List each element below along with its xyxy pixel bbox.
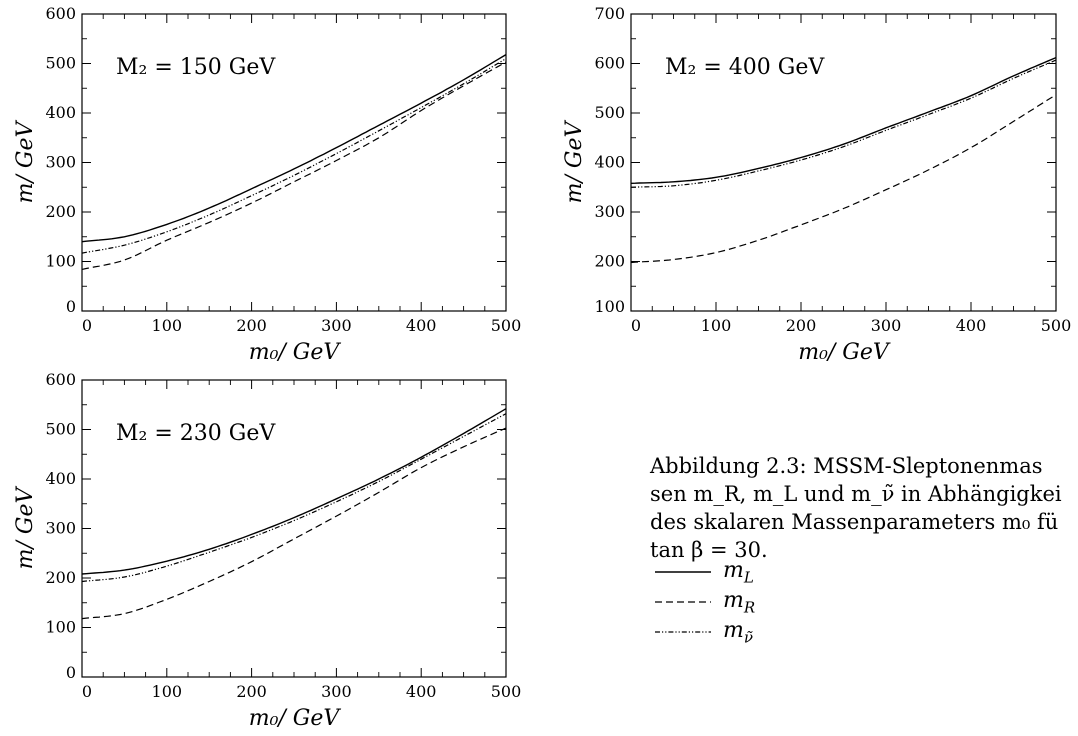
y-tick-label: 200: [45, 568, 76, 587]
legend-label-mR: mR: [723, 588, 756, 617]
y-tick-label: 600: [45, 370, 76, 389]
y-tick-label: 500: [45, 54, 76, 73]
y-tick-label: 600: [45, 4, 76, 23]
series-line-dashdot: [630, 59, 1057, 188]
legend-item-msnu: mν̃: [655, 618, 855, 648]
series-line-dashed: [81, 61, 507, 270]
series-line-dashed: [630, 94, 1057, 264]
y-tick-label: 0: [66, 663, 76, 682]
x-tick-label: 100: [152, 316, 183, 335]
x-tick-label: 400: [406, 682, 437, 701]
series-line-dashed: [81, 427, 507, 620]
y-axis-label: m/ GeV: [13, 120, 38, 204]
y-tick-label: 100: [594, 297, 625, 316]
x-tick-label: 200: [236, 682, 267, 701]
chart-panel-2: 0 100 200 300 400 500 100 200 300 400 500 600 700 m₀/…: [562, 4, 1071, 365]
x-tick-label: 300: [871, 316, 902, 335]
y-tick-label: 300: [594, 202, 625, 221]
x-tick-label: 300: [321, 316, 352, 335]
legend: mL mR mν̃: [655, 558, 855, 648]
series-line-solid: [81, 408, 507, 575]
x-tick-label: 500: [491, 316, 522, 335]
series-line-dashdot: [81, 413, 507, 583]
x-tick-label: 500: [1041, 316, 1072, 335]
legend-swatch-dashed: [655, 601, 711, 603]
y-axis-label: m/ GeV: [13, 486, 38, 570]
x-tick-label: 0: [631, 316, 641, 335]
caption-line-4: tan β = 30.: [650, 538, 768, 562]
y-axis-label: m/ GeV: [562, 120, 587, 204]
y-tick-label: 400: [45, 469, 76, 488]
chart-panel-3: 0 100 200 300 400 500 0 100 200 300 400 500 600 m₀/ G…: [13, 370, 521, 731]
x-axis-label: m₀/ GeV: [798, 340, 891, 365]
series-line-solid: [630, 56, 1057, 184]
x-tick-label: 500: [491, 682, 522, 701]
x-tick-label: 300: [321, 682, 352, 701]
x-axis-label: m₀/ GeV: [249, 340, 342, 365]
y-tick-label: 700: [594, 4, 625, 23]
panel-annotation: M₂ = 230 GeV: [116, 421, 276, 446]
y-tick-label: 300: [45, 153, 76, 172]
chart-panel-1: 0 100 200 300 400 500 0 100 200 300 400 500 600 m₀/ G…: [13, 4, 521, 365]
y-tick-label: 300: [45, 519, 76, 538]
y-tick-label: 400: [45, 103, 76, 122]
figure-caption: Abbildung 2.3: MSSM-Sleptonenmas sen m_R…: [650, 452, 1078, 564]
y-tick-label: 600: [594, 54, 625, 73]
legend-swatch-dashdot: [655, 631, 711, 633]
series-line-solid: [81, 53, 507, 243]
x-tick-label: 0: [82, 682, 92, 701]
y-tick-label: 200: [45, 202, 76, 221]
y-tick-label: 500: [594, 103, 625, 122]
x-tick-label: 200: [786, 316, 817, 335]
y-tick-label: 400: [594, 153, 625, 172]
panel-annotation: M₂ = 150 GeV: [116, 55, 276, 80]
x-tick-label: 100: [152, 682, 183, 701]
caption-line-3: des skalaren Massenparameters m₀ fü: [650, 510, 1059, 534]
caption-line-1: Abbildung 2.3: MSSM-Sleptonenmas: [650, 454, 1043, 478]
y-tick-label: 200: [594, 252, 625, 271]
series-line-dashdot: [81, 58, 507, 254]
x-tick-label: 0: [82, 316, 92, 335]
caption-line-2: sen m_R, m_L und m_ν̃ in Abhängigkei: [650, 482, 1062, 506]
x-tick-label: 100: [701, 316, 732, 335]
panel-annotation: M₂ = 400 GeV: [665, 55, 825, 80]
y-tick-label: 500: [45, 420, 76, 439]
legend-label-mL: mL: [723, 558, 754, 587]
legend-label-msnu: mν̃: [723, 618, 753, 647]
y-tick-label: 100: [45, 618, 76, 637]
y-tick-label: 100: [45, 252, 76, 271]
legend-swatch-solid: [655, 571, 711, 573]
x-tick-label: 200: [236, 316, 267, 335]
x-tick-label: 400: [956, 316, 987, 335]
x-axis-label: m₀/ GeV: [249, 706, 342, 731]
x-tick-label: 400: [406, 316, 437, 335]
y-tick-label: 0: [66, 297, 76, 316]
legend-item-mL: mL: [655, 558, 855, 588]
legend-item-mR: mR: [655, 588, 855, 618]
